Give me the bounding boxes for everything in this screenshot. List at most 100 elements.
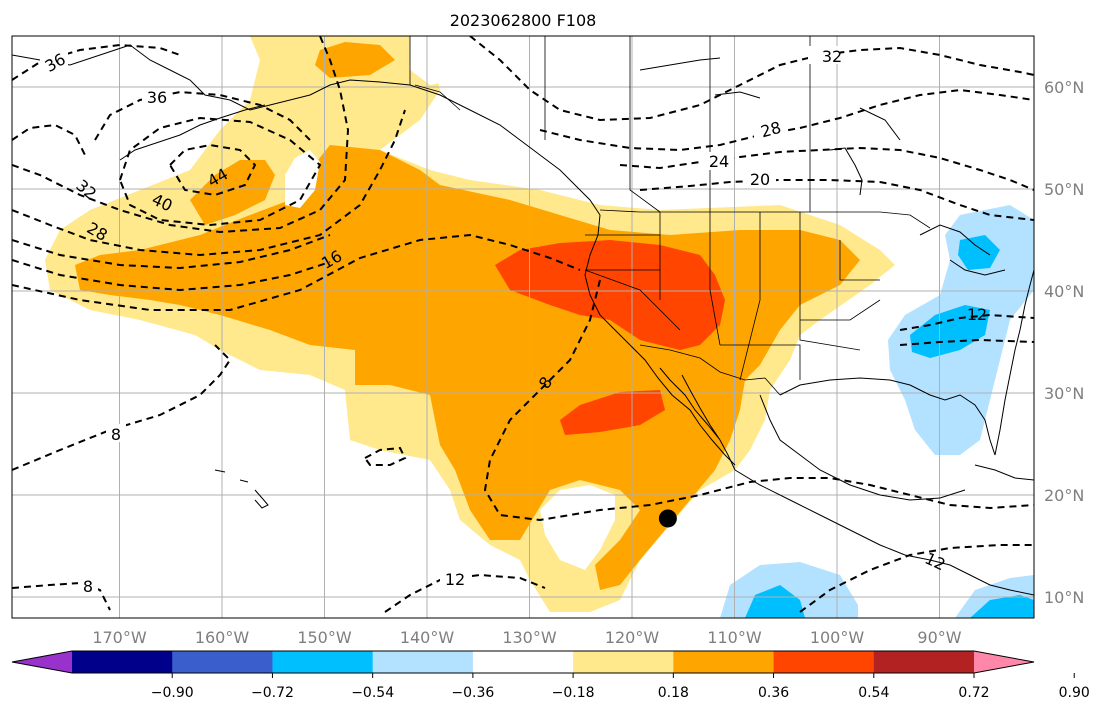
longitude-label: 130°W [502,628,557,647]
colorbar-extend-high [974,651,1034,673]
longitude-label: 100°W [810,628,865,647]
longitude-label: 90°W [917,628,961,647]
fill-cyan-ne [958,235,1000,270]
gridlines [12,36,1034,618]
colorbar-tick-label: 0.18 [658,685,689,701]
longitude-label: 160°W [195,628,250,647]
coast-cuba [974,464,1034,481]
fill-white-hole [540,485,615,570]
latitude-label: 40°N [1044,282,1084,301]
coast-central-america [929,559,1034,596]
contour-24-west [12,234,331,270]
clabel-bg [40,52,68,70]
contour-16 [12,233,581,311]
coast-gulf [779,377,996,456]
clabel-bg [808,46,840,64]
colorbar-tick-label: −0.36 [451,685,494,701]
latitude-label: 30°N [1044,384,1084,403]
coast-great-lakes [919,224,1006,276]
coast-baja [659,367,736,471]
colorbar-segment [472,651,574,673]
fill-red-west [495,240,725,350]
longitude-labels: 170°W 160°W 150°W 140°W 130°W 120°W 110°W 100°W… [92,628,961,647]
fill-white-alaska [285,150,320,208]
colorbar-segment [773,651,875,673]
contour-24-north [619,146,1034,191]
contour-label-24: 24 [709,152,729,171]
longitude-label: 170°W [92,628,147,647]
coast-east-us [994,269,1034,456]
colorbar [11,650,1035,674]
contour-small-loop [363,446,407,466]
colorbar-tick-label: −0.90 [151,685,194,701]
contour-32-north [469,36,1034,122]
clabel-bg [754,120,786,138]
contour-20-north [639,179,1034,221]
contour-20-west [12,259,331,292]
map-title: 2023062800 F108 [450,11,597,30]
contour-36 [12,43,181,81]
clabel-bg [142,88,172,106]
coast-alaska [12,44,601,216]
colorbar-segment [873,651,975,673]
contour-alaska-loop [12,123,86,156]
colorbar-tick-labels: −0.90 −0.72 −0.54 −0.36 −0.18 0.18 0.36 0.54 0.7… [151,673,1090,701]
latitude-label: 20°N [1044,486,1084,505]
contour-label-8-sw: 8 [83,577,93,596]
coast-west-us [584,214,736,466]
border-canada-provinces [544,36,811,213]
contour-12-se [799,544,1034,613]
latitude-label: 60°N [1044,78,1084,97]
contour-label-20: 20 [750,170,770,189]
coastlines [12,36,1034,596]
colorbar-tick-label: 0.72 [958,685,989,701]
colorbar-segment [372,651,474,673]
contour-28 [12,109,406,257]
contour-28-north [539,88,1034,152]
latitude-label: 50°N [1044,180,1084,199]
colorbar-segment [272,651,374,673]
fill-cyan-se [970,595,1034,618]
map-area: 36 36 32 28 44 40 32 28 24 20 16 12 8 8 … [12,36,1034,618]
contour-8-sw [12,581,111,611]
colorbar-tick-label: 0.54 [858,685,889,701]
coast-mexico [734,394,966,561]
location-marker [658,509,677,528]
contour-36b [94,90,311,141]
contour-44 [168,143,257,197]
contour-label-36-b: 36 [147,88,167,107]
latitude-labels: 60°N 50°N 40°N 30°N 20°N 10°N [1044,78,1084,607]
longitude-label: 120°W [605,628,660,647]
clabel-bg [702,152,734,170]
clabel-bg [78,576,98,594]
border-us-mexico [639,344,781,396]
map-frame [11,35,1035,619]
fill-cyan-east [910,305,990,358]
longitude-label: 140°W [400,628,455,647]
contour-8-west [12,344,232,471]
contour-label-12-s: 12 [445,570,465,589]
border-us-states [584,212,881,381]
contour-label-28-n: 28 [759,118,784,142]
contour-12-east [899,313,1034,331]
contour-label-32-n: 32 [822,47,842,66]
contour-12-south [384,573,546,613]
clabel-bg [106,424,126,442]
contour-12-east2 [899,338,1034,346]
colorbar-tick-label: −0.72 [251,685,294,701]
colorbar-segment [172,651,273,673]
colorbar-tick-label: 0.90 [1059,685,1090,701]
colorbar-tick-label: 0.36 [758,685,789,701]
contour-label-8-w: 8 [111,425,121,444]
colorbar-segment [673,651,775,673]
contour-label-12-e: 12 [967,305,987,324]
contour-32-west [12,36,350,234]
colorbar-segment [72,651,173,673]
colorbar-tick-label: −0.54 [351,685,394,701]
border-alaska-canada [409,36,461,111]
coast-aleutians [119,104,266,161]
fill-white-top [410,36,455,85]
colorbar-outline [11,650,1035,674]
contour-8-loop [483,279,1034,522]
